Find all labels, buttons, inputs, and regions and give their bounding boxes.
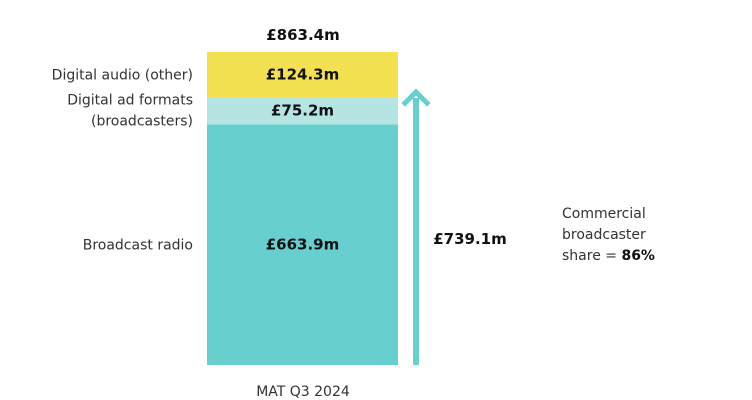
arrow-head xyxy=(401,88,431,107)
total-label: £863.4m xyxy=(266,26,340,44)
annotation-share-value: 86% xyxy=(621,248,655,264)
share-annotation: Commercial broadcaster share = 86% xyxy=(562,206,655,264)
annotation-share-prefix: share = xyxy=(562,248,621,264)
commercial-share-arrow xyxy=(401,88,431,365)
value-label-broadcast-radio: £663.9m xyxy=(266,236,340,254)
value-label-digital-audio-other: £124.3m xyxy=(266,66,340,84)
annotation-line-3: share = 86% xyxy=(562,248,655,264)
annotation-line-2: broadcaster xyxy=(562,227,646,243)
value-label-digital-ad-formats-broadcasters: £75.2m xyxy=(271,102,334,120)
series-label-digital-ad-formats-broadcasters: Digital ad formats (broadcasters) xyxy=(67,93,193,130)
annotation-line-1: Commercial xyxy=(562,206,646,222)
bar-segment-digital-audio-other xyxy=(207,52,398,98)
category-label: MAT Q3 2024 xyxy=(256,384,350,400)
series-label-broadcast-radio: Broadcast radio xyxy=(83,238,193,254)
bar-segments xyxy=(207,52,398,366)
bar-segment-digital-ad-formats-broadcasters xyxy=(207,97,398,125)
value-labels: £663.9m £75.2m £124.3m xyxy=(266,66,340,254)
series-label-digital-audio-other: Digital audio (other) xyxy=(52,68,193,84)
series-labels: Broadcast radio Digital ad formats (broadc… xyxy=(52,68,193,254)
bar-segment-broadcast-radio xyxy=(207,124,398,366)
arrow-value-label: £739.1m xyxy=(433,230,507,248)
